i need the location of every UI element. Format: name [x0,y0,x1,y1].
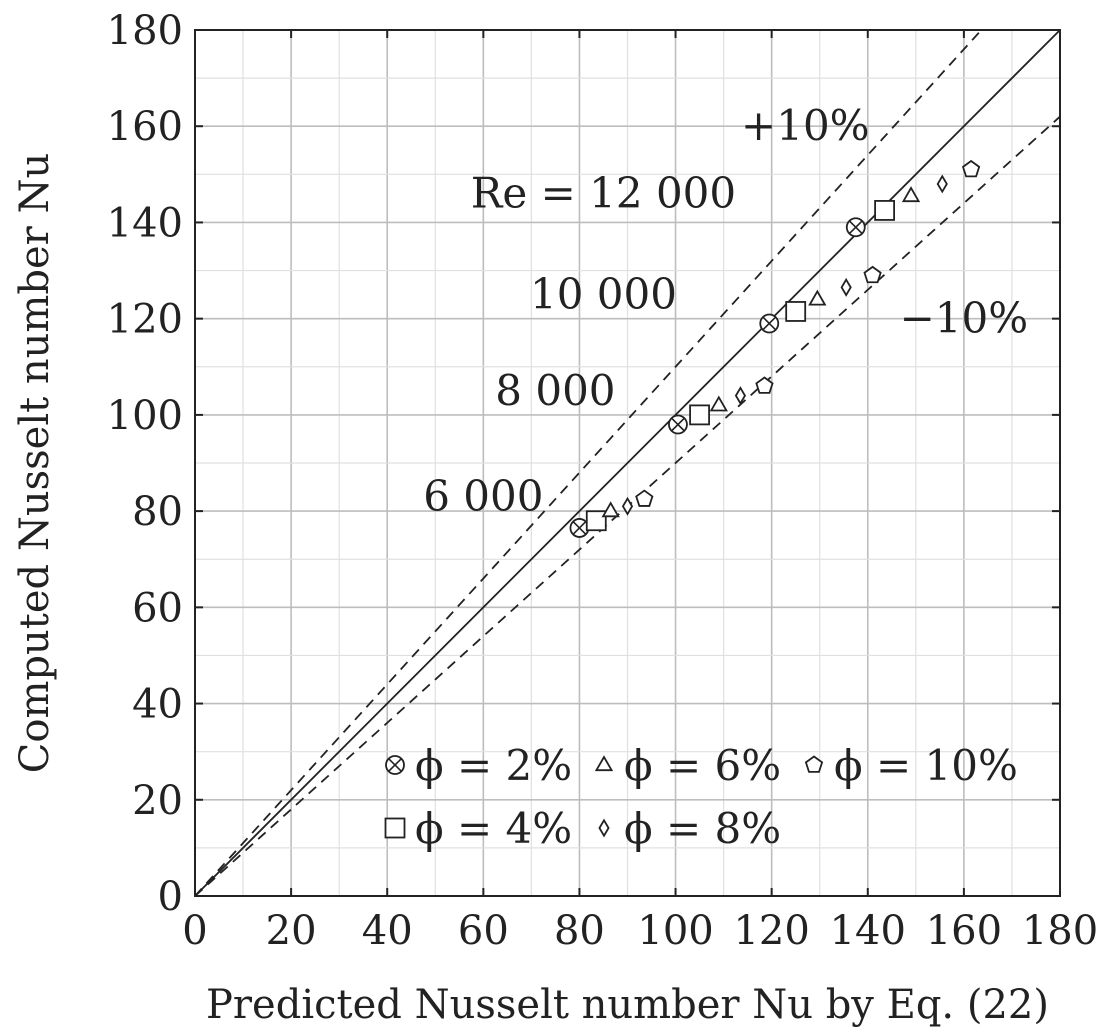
x-tick-label: 140 [830,908,906,954]
data-point-circle-x [759,313,780,334]
legend-marker-square [384,817,406,839]
data-point-triangle [601,501,620,518]
x-tick-label: 100 [637,908,713,954]
legend-entry: ϕ = 10% [804,741,1018,790]
data-point-pentagon [863,265,882,284]
marker-cross [762,316,777,331]
data-point-diamond [840,277,852,297]
data-point-square [874,200,895,221]
annotation: −10% [900,294,1029,343]
legend-entry: ϕ = 2% [385,741,572,790]
data-point-pentagon [755,376,774,394]
data-point-square [785,301,807,322]
legend-label: ϕ = 10% [834,741,1018,790]
y-tick-label: 0 [158,874,183,920]
legend-label: ϕ = 4% [415,804,572,853]
data-point-diamond [734,386,747,406]
data-point-circle-x [845,217,866,238]
legend-marker-diamond [598,818,610,838]
legend-marker-triangle [594,755,614,772]
y-tick-label: 100 [107,393,183,439]
y-tick-label: 80 [132,489,183,535]
data-point-triangle [901,186,921,203]
reference-line [194,29,1061,897]
x-tick-label: 120 [733,908,809,954]
y-tick-label: 140 [107,200,183,246]
x-axis-ticks: 0 20 40 60 80 100 120 140 160 180 [182,30,1098,954]
annotations: +10% −10% Re = 12 000 10 000 8 000 6 000 [423,101,1028,520]
x-tick-label: 160 [926,908,1002,954]
legend-entry: ϕ = 8% [598,804,781,853]
legend-entry: ϕ = 6% [594,741,781,790]
annotation: +10% [741,101,870,150]
x-tick-label: 180 [1022,908,1098,954]
data-points [569,159,981,538]
legend-marker-pentagon [804,755,824,773]
data-point-circle-x [569,518,590,538]
annotation: Re = 12 000 [471,169,736,218]
y-tick-label: 180 [107,8,183,54]
legend-label: ϕ = 8% [624,804,781,853]
y-tick-label: 20 [132,778,183,824]
x-tick-label: 20 [266,908,317,954]
data-point-square [585,510,607,532]
plot-frame [194,29,1061,897]
x-tick-label: 40 [362,908,413,954]
y-tick-label: 120 [107,297,183,343]
legend: ϕ = 2% ϕ = 6% ϕ = 10% ϕ = 4% ϕ = 8% [384,741,1018,853]
x-tick-label: 0 [182,908,207,954]
legend-marker-circle-x [385,755,405,775]
data-point-diamond [936,174,948,194]
marker-cross [848,220,863,235]
marker-cross [671,417,685,432]
data-point-pentagon [961,159,981,178]
x-tick-label: 60 [458,908,509,954]
data-point-diamond [621,496,634,516]
annotation: 10 000 [530,270,677,319]
legend-label: ϕ = 6% [624,741,781,790]
annotation: 8 000 [495,366,615,415]
data-point-circle-x [668,414,688,435]
data-point-triangle [808,289,827,306]
data-point-square [689,404,710,426]
reference-line [194,29,983,897]
annotation: 6 000 [423,472,543,521]
y-tick-label: 160 [107,104,183,150]
y-axis-label: Computed Nusselt number Nu [12,153,58,773]
y-tick-label: 40 [132,682,183,728]
legend-label: ϕ = 2% [415,741,572,790]
y-axis-ticks: 0 20 40 60 80 100 120 140 160 180 [107,8,1060,920]
data-point-pentagon [635,489,654,507]
x-axis-label: Predicted Nusselt number Nu by Eq. (22) [206,982,1049,1028]
marker-cross [572,521,587,535]
legend-entry: ϕ = 4% [384,804,572,853]
y-tick-label: 60 [132,585,183,631]
x-tick-label: 80 [554,908,605,954]
data-point-triangle [709,395,728,412]
marker-cross [388,758,402,772]
